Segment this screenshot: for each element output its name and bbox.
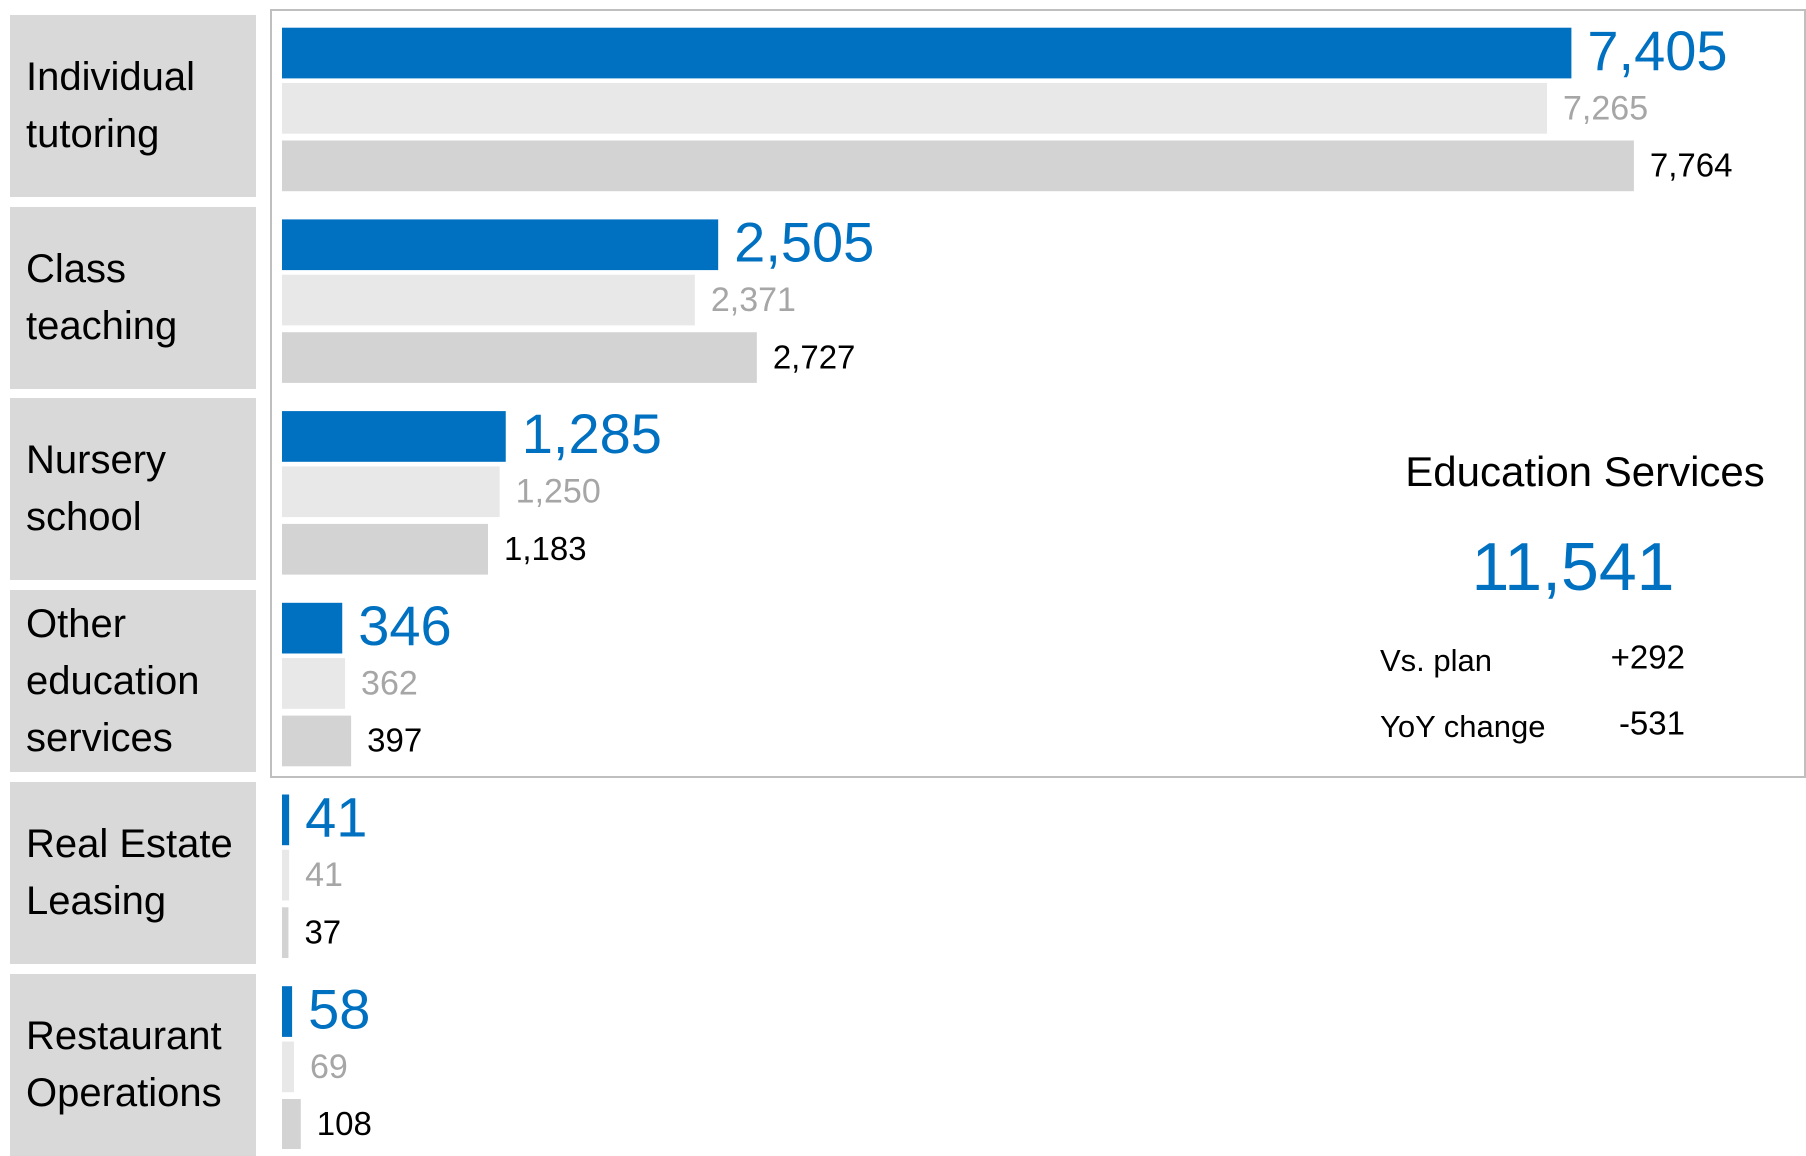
category-label: Nursery school xyxy=(10,398,256,581)
category-label: Real Estate Leasing xyxy=(10,781,256,964)
bar xyxy=(282,1099,301,1149)
bar xyxy=(282,602,343,654)
value-label: 362 xyxy=(361,664,418,702)
value-label: 58 xyxy=(308,977,370,1040)
value-label: 41 xyxy=(305,856,343,894)
bar xyxy=(282,715,352,767)
bar xyxy=(282,140,1634,192)
value-label: 2,371 xyxy=(711,281,796,319)
bar xyxy=(282,27,1572,79)
value-label: 397 xyxy=(367,722,422,759)
value-label: 69 xyxy=(310,1048,348,1086)
summary-total: 11,541 xyxy=(1472,529,1675,605)
group-frame xyxy=(270,9,1806,778)
category-label: Individual tutoring xyxy=(10,15,256,197)
value-label: 1,183 xyxy=(504,530,587,567)
bar xyxy=(282,83,1548,134)
value-label: 7,764 xyxy=(1650,147,1733,184)
value-label: 1,285 xyxy=(522,402,662,465)
value-label: 2,727 xyxy=(773,338,856,375)
category-label: Restaurant Operations xyxy=(10,973,256,1156)
value-label: 1,250 xyxy=(516,473,601,511)
summary-row-value: +292 xyxy=(1611,639,1685,676)
bar xyxy=(282,219,719,271)
bar xyxy=(282,466,500,518)
bar xyxy=(282,986,293,1037)
summary-row-label: YoY change xyxy=(1380,709,1546,744)
value-label: 41 xyxy=(305,786,367,849)
bar xyxy=(282,332,757,383)
value-label: 7,405 xyxy=(1587,19,1727,82)
value-label: 37 xyxy=(304,913,341,950)
value-label: 346 xyxy=(358,594,451,657)
category-label: Class teaching xyxy=(10,206,256,389)
bar xyxy=(282,794,290,846)
summary-row-value: -531 xyxy=(1619,705,1685,742)
value-label: 7,265 xyxy=(1563,89,1648,127)
bar xyxy=(282,907,289,958)
summary-row-label: Vs. plan xyxy=(1380,643,1492,678)
value-label: 108 xyxy=(317,1105,372,1142)
bar xyxy=(282,411,506,462)
category-label: Other education services xyxy=(10,590,256,773)
bar xyxy=(282,849,290,901)
summary-title: Education Services xyxy=(1405,448,1765,495)
bar xyxy=(282,274,695,326)
bar xyxy=(282,1041,295,1093)
bar xyxy=(282,658,346,709)
value-label: 2,505 xyxy=(734,211,874,274)
bar xyxy=(282,523,488,575)
